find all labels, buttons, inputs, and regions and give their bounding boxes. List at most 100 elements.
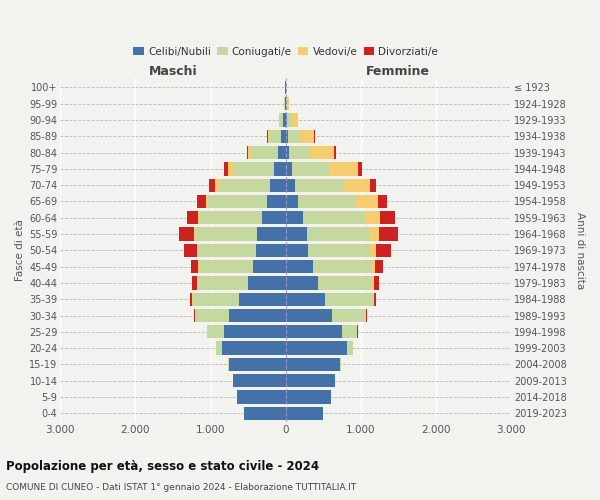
Bar	[248, 146, 252, 160]
Bar	[253, 260, 286, 274]
Bar	[196, 309, 229, 322]
Bar	[270, 130, 281, 143]
Bar	[332, 309, 365, 322]
Bar	[197, 195, 206, 208]
Bar	[197, 276, 248, 289]
Bar	[197, 244, 198, 257]
Bar	[286, 309, 332, 322]
Bar	[267, 130, 268, 143]
Bar	[365, 309, 367, 322]
Bar	[286, 406, 323, 420]
Bar	[288, 130, 299, 143]
Bar	[347, 342, 353, 355]
Bar	[378, 195, 387, 208]
Bar	[274, 162, 286, 175]
Bar	[286, 390, 331, 404]
Bar	[329, 162, 358, 175]
Bar	[298, 195, 356, 208]
Bar	[184, 244, 197, 257]
Bar	[222, 342, 286, 355]
Bar	[289, 146, 310, 160]
Bar	[179, 228, 194, 240]
Bar	[198, 244, 256, 257]
Bar	[314, 130, 315, 143]
Legend: Celibi/Nubili, Coniugati/e, Vedovi/e, Divorziati/e: Celibi/Nubili, Coniugati/e, Vedovi/e, Di…	[129, 42, 442, 61]
Bar	[279, 114, 280, 126]
Bar	[247, 146, 248, 160]
Bar	[292, 114, 298, 126]
Bar	[365, 211, 380, 224]
Bar	[318, 276, 372, 289]
Bar	[372, 260, 375, 274]
Bar	[295, 178, 344, 192]
Bar	[286, 260, 313, 274]
Bar	[286, 244, 308, 257]
Bar	[287, 97, 289, 110]
Bar	[199, 211, 262, 224]
Bar	[286, 358, 340, 371]
Bar	[215, 178, 219, 192]
Text: Maschi: Maschi	[149, 64, 197, 78]
Bar	[334, 146, 336, 160]
Bar	[208, 195, 267, 208]
Bar	[286, 114, 287, 126]
Bar	[286, 211, 303, 224]
Bar	[233, 162, 274, 175]
Bar	[340, 358, 341, 371]
Bar	[244, 406, 286, 420]
Bar	[248, 276, 286, 289]
Text: Popolazione per età, sesso e stato civile - 2024: Popolazione per età, sesso e stato civil…	[6, 460, 319, 473]
Bar	[379, 228, 398, 240]
Bar	[252, 146, 278, 160]
Bar	[344, 178, 370, 192]
Bar	[256, 244, 286, 257]
Bar	[286, 342, 347, 355]
Bar	[229, 358, 286, 371]
Bar	[224, 325, 286, 338]
Bar	[280, 114, 283, 126]
Y-axis label: Anni di nascita: Anni di nascita	[575, 212, 585, 289]
Bar	[286, 292, 325, 306]
Bar	[310, 146, 334, 160]
Bar	[187, 211, 198, 224]
Bar	[228, 162, 233, 175]
Bar	[216, 342, 222, 355]
Bar	[303, 211, 365, 224]
Bar	[313, 260, 372, 274]
Bar	[283, 114, 286, 126]
Bar	[286, 97, 287, 110]
Bar	[199, 260, 253, 274]
Bar	[191, 260, 198, 274]
Bar	[284, 97, 286, 110]
Bar	[190, 292, 193, 306]
Bar	[373, 292, 374, 306]
Bar	[267, 195, 286, 208]
Bar	[286, 276, 318, 289]
Bar	[233, 374, 286, 388]
Bar	[206, 195, 208, 208]
Bar	[198, 211, 199, 224]
Bar	[219, 178, 270, 192]
Bar	[356, 195, 378, 208]
Bar	[278, 146, 286, 160]
Bar	[286, 162, 292, 175]
Bar	[286, 374, 335, 388]
Bar	[208, 325, 224, 338]
Bar	[372, 276, 374, 289]
Y-axis label: Fasce di età: Fasce di età	[15, 220, 25, 282]
Bar	[286, 146, 289, 160]
Bar	[196, 228, 257, 240]
Bar	[374, 276, 379, 289]
Bar	[268, 130, 270, 143]
Bar	[342, 325, 357, 338]
Bar	[370, 228, 379, 240]
Bar	[287, 114, 292, 126]
Bar	[307, 228, 370, 240]
Bar	[239, 292, 286, 306]
Bar	[286, 130, 288, 143]
Bar	[229, 309, 286, 322]
Bar	[370, 178, 376, 192]
Bar	[257, 228, 286, 240]
Text: Femmine: Femmine	[367, 64, 430, 78]
Bar	[194, 228, 196, 240]
